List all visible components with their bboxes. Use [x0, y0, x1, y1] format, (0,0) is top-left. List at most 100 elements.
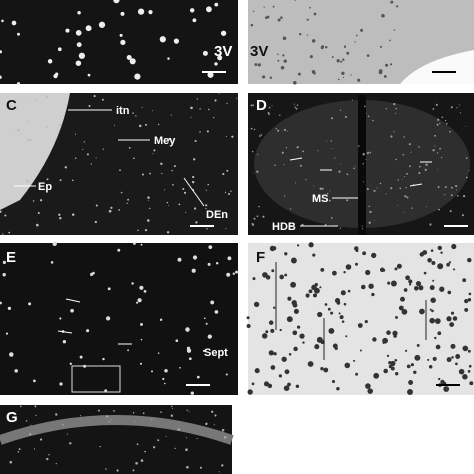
cell — [465, 125, 467, 127]
cell — [257, 63, 261, 67]
cell — [105, 468, 107, 470]
cell — [87, 73, 91, 77]
cell — [208, 108, 210, 111]
panel-image — [0, 243, 238, 395]
cell — [414, 354, 421, 361]
cell — [292, 330, 298, 336]
cell — [446, 316, 452, 322]
cell — [372, 119, 374, 122]
cell — [296, 325, 301, 329]
cell — [296, 244, 300, 247]
cell — [360, 284, 366, 290]
cell — [203, 317, 206, 320]
cell — [159, 36, 166, 43]
cell — [79, 415, 82, 417]
cell — [319, 286, 322, 289]
cell — [287, 382, 291, 387]
annotation: MS — [312, 193, 329, 205]
cell — [331, 117, 334, 120]
cell — [173, 165, 176, 168]
cell — [136, 443, 139, 446]
cell — [346, 51, 350, 55]
cell — [295, 384, 300, 389]
cell — [59, 317, 62, 320]
cell — [18, 448, 21, 451]
cell — [32, 200, 35, 202]
cell — [202, 50, 208, 56]
cell — [393, 131, 395, 133]
cell — [390, 63, 393, 66]
cell — [140, 459, 144, 462]
cell — [175, 339, 179, 343]
cell — [133, 242, 136, 245]
cell — [254, 63, 258, 67]
cell — [404, 176, 406, 178]
cell — [390, 0, 394, 4]
cell — [444, 120, 447, 122]
cell — [443, 386, 450, 392]
cell — [35, 99, 38, 102]
cell — [208, 245, 213, 249]
cell — [196, 98, 198, 100]
cell — [110, 419, 112, 421]
cell — [257, 154, 259, 156]
cell — [137, 298, 142, 303]
pointer — [183, 177, 205, 207]
cell — [94, 220, 97, 224]
cell — [260, 134, 263, 136]
cell — [294, 106, 296, 108]
cell — [383, 74, 387, 78]
cell — [46, 178, 49, 181]
cell — [393, 29, 395, 31]
cell — [393, 102, 396, 106]
cell — [400, 296, 405, 302]
cell — [127, 349, 129, 352]
cell — [419, 165, 421, 168]
cell — [185, 327, 190, 332]
cell — [277, 129, 280, 132]
cell — [439, 286, 445, 292]
cell — [425, 206, 427, 208]
cell — [95, 204, 98, 207]
cell — [281, 151, 284, 154]
cell — [278, 374, 283, 378]
cell — [450, 194, 453, 197]
cell — [141, 173, 144, 176]
cell — [467, 349, 471, 353]
cell — [327, 307, 331, 311]
cell — [284, 369, 290, 375]
cell — [367, 115, 370, 118]
cell — [364, 320, 368, 324]
cell — [170, 114, 172, 116]
cell — [120, 191, 123, 194]
cell — [355, 372, 359, 376]
cell — [451, 243, 457, 250]
cell — [429, 223, 432, 226]
cell — [364, 105, 366, 108]
cell — [284, 273, 288, 277]
cell — [366, 188, 369, 191]
cell — [152, 446, 156, 449]
cell — [119, 33, 123, 37]
cell — [385, 108, 387, 110]
cell — [293, 308, 299, 314]
cell — [59, 179, 62, 182]
cell — [277, 18, 281, 22]
cell — [143, 290, 147, 293]
midline — [358, 95, 366, 235]
cell — [406, 172, 408, 175]
cell — [9, 352, 14, 357]
cell — [286, 316, 293, 323]
cell — [427, 358, 430, 361]
cell — [152, 153, 154, 155]
cell — [428, 365, 433, 369]
cell — [17, 450, 20, 453]
cell — [308, 289, 313, 294]
pointers — [275, 262, 427, 360]
cell — [382, 268, 386, 272]
cell — [331, 270, 337, 276]
cell — [418, 285, 424, 291]
cell — [161, 172, 163, 175]
cell — [338, 170, 341, 173]
